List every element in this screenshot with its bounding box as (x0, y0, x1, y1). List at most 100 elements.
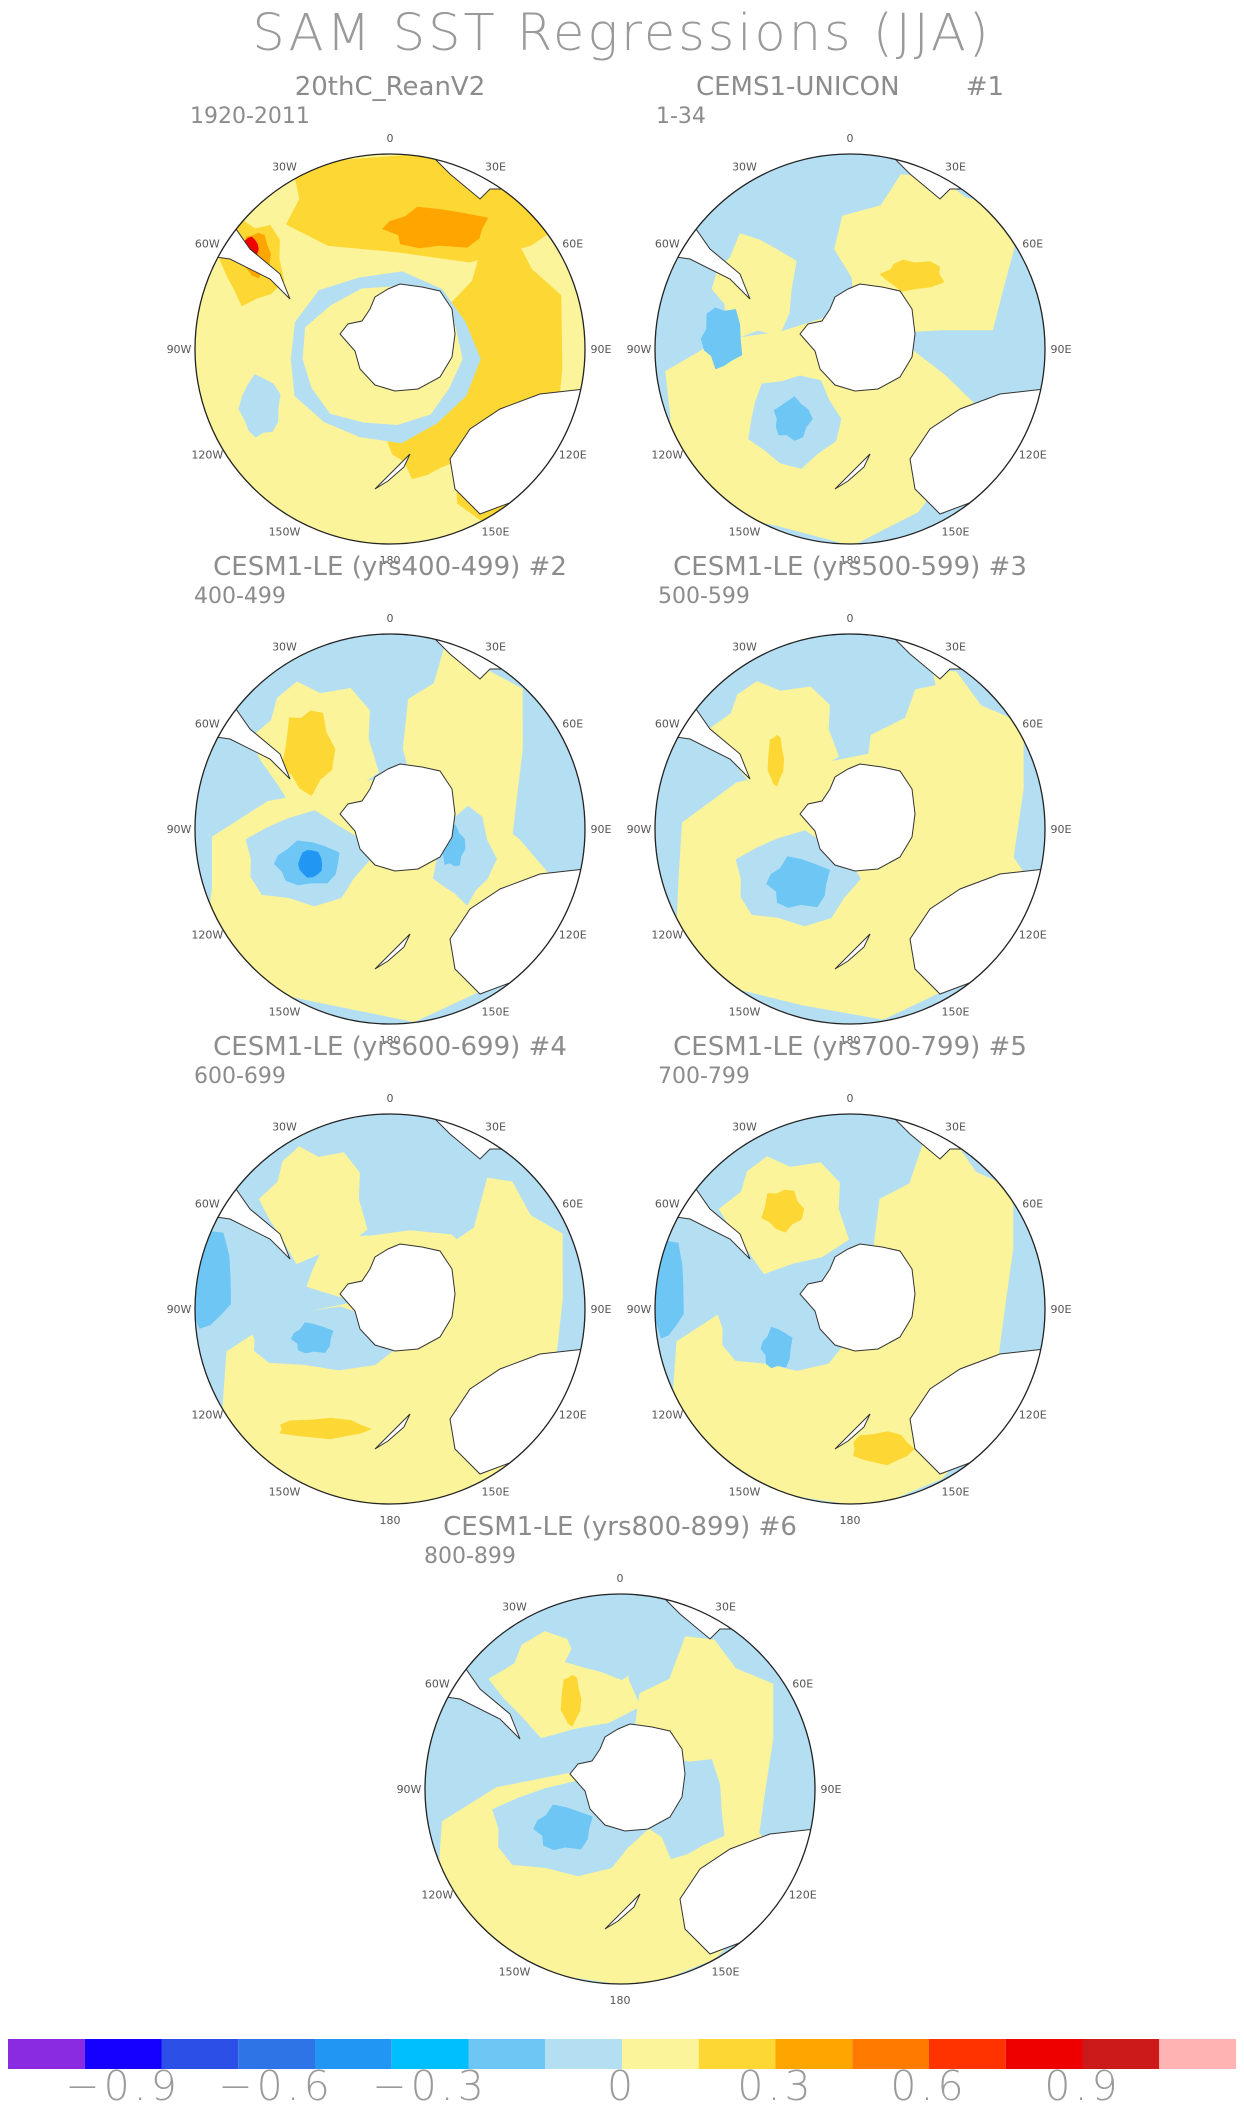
longitude-label: 180 (380, 1034, 401, 1047)
longitude-label: 120E (559, 929, 587, 942)
sst-anomaly-region (279, 1417, 372, 1440)
sst-anomaly-region (290, 1322, 334, 1354)
longitude-label: 30E (715, 1600, 736, 1613)
sst-anomaly-region (879, 259, 945, 292)
longitude-label: 90E (591, 343, 612, 356)
longitude-label: 180 (840, 554, 861, 567)
colorbar-swatch (775, 2039, 853, 2069)
longitude-label: 60E (792, 1678, 813, 1691)
panel-period: 700-799 (658, 1064, 750, 1089)
colorbar-swatch (929, 2039, 1006, 2069)
colorbar-swatch (545, 2039, 622, 2069)
map-boundary (654, 153, 1046, 545)
longitude-label: 90W (167, 823, 192, 836)
figure-title: SAM SST Regressions (JJA) (252, 4, 992, 63)
longitude-label: 0 (847, 132, 854, 145)
colorbar-swatch (391, 2039, 469, 2069)
longitude-label: 30E (945, 640, 966, 653)
longitude-label: 150W (729, 1006, 761, 1019)
panel-period: 1920-2011 (190, 104, 310, 129)
colorbar (8, 2039, 1236, 2069)
sst-anomaly-region (238, 374, 281, 438)
map-boundary (194, 153, 586, 545)
longitude-label: 0 (387, 1092, 394, 1105)
longitude-label: 150E (482, 1486, 510, 1499)
map-boundary (194, 1113, 586, 1505)
map-boundary (194, 633, 586, 1025)
colorbar-swatch (161, 2039, 239, 2069)
longitude-label: 180 (380, 554, 401, 567)
longitude-label: 150E (942, 1486, 970, 1499)
sst-anomaly-region (560, 1674, 582, 1727)
longitude-label: 120E (559, 1409, 587, 1422)
sst-anomaly-region (863, 667, 1024, 926)
colorbar-swatch (468, 2039, 546, 2069)
map-panel-20thc-reanv2: 0 30E 60E 90E 120E 150E 180 150W 120W 90W 60W 30W 2… (110, 72, 670, 567)
panel-period: 800-899 (424, 1544, 516, 1569)
sst-anomaly-region (766, 856, 830, 908)
map-panel-cesm1-le-6: 0 30E 60E 90E 120E 150E 180 150W 120W 90W 60W 30W C… (340, 1512, 900, 2007)
longitude-label: 90E (591, 1303, 612, 1316)
longitude-label: 150E (942, 1006, 970, 1019)
longitude-label: 180 (610, 1994, 631, 2007)
sst-anomaly-region (382, 206, 489, 249)
longitude-label: 60E (562, 1198, 583, 1211)
panel-period: 500-599 (658, 584, 750, 609)
longitude-label: 120E (1019, 449, 1047, 462)
longitude-label: 90W (627, 343, 652, 356)
panel-period: 400-499 (194, 584, 286, 609)
colorbar-swatch (1082, 2039, 1160, 2069)
colorbar-swatch (1159, 2039, 1236, 2069)
sst-anomaly-region (195, 1227, 231, 1329)
longitude-label: 30W (272, 1120, 297, 1133)
land-new-zealand (604, 1893, 641, 1930)
longitude-label: 30E (945, 160, 966, 173)
map-panel-cems1-unicon: 0 30E 60E 90E 120E 150E 180 150W 120W 90W 60W 30W C… (570, 72, 1130, 567)
longitude-label: 120E (1019, 1409, 1047, 1422)
land-antarctica (799, 1243, 916, 1352)
longitude-label: 120E (559, 449, 587, 462)
colorbar-swatch (1005, 2039, 1083, 2069)
colorbar-tick-label: 0.6 (890, 2062, 968, 2110)
map-boundary (654, 633, 1046, 1025)
longitude-label: 90W (397, 1783, 422, 1796)
longitude-label: 120E (789, 1889, 817, 1902)
colorbar-swatch (315, 2039, 392, 2069)
sst-anomaly-region (853, 1431, 915, 1466)
map-panel-cesm1-le-5: 0 30E 60E 90E 120E 150E 180 150W 120W 90W 60W 30W C… (570, 1032, 1130, 1527)
longitude-label: 30E (485, 1120, 506, 1133)
colorbar-tick-label: −0.6 (218, 2062, 334, 2110)
longitude-label: 120W (421, 1889, 453, 1902)
polar-map: 0 30E 60E 90E 120E 150E 180 150W 120W 90W 60W 30W (167, 1092, 612, 1527)
panel-title: CESM1-LE (yrs400-499) #2 (213, 552, 567, 582)
longitude-label: 0 (617, 1572, 624, 1585)
sst-anomaly-region (281, 710, 336, 797)
longitude-label: 30E (945, 1120, 966, 1133)
colorbar-tick-label: −0.3 (372, 2062, 488, 2110)
colorbar-swatch (698, 2039, 776, 2069)
polar-map: 0 30E 60E 90E 120E 150E 180 150W 120W 90W 60W 30W (397, 1572, 842, 2007)
longitude-label: 180 (380, 1514, 401, 1527)
polar-map: 0 30E 60E 90E 120E 150E 180 150W 120W 90W 60W 30W (627, 132, 1072, 567)
longitude-label: 30W (502, 1600, 527, 1613)
colorbar-tick-labels: −0.9 −0.6 −0.3 0 0.3 0.6 0.9 (8, 2062, 1236, 2112)
longitude-label: 120W (651, 449, 683, 462)
longitude-label: 90E (591, 823, 612, 836)
longitude-label: 150W (499, 1966, 531, 1979)
panel-title: CESM1-LE (yrs600-699) #4 (213, 1032, 567, 1062)
longitude-label: 30W (732, 1120, 757, 1133)
longitude-label: 150E (942, 526, 970, 539)
longitude-label: 0 (387, 612, 394, 625)
land-new-zealand (374, 933, 411, 970)
land-antarctica (569, 1723, 686, 1832)
longitude-label: 60W (425, 1678, 450, 1691)
colorbar-tick-label: 0 (606, 2062, 638, 2110)
longitude-label: 60W (655, 718, 680, 731)
longitude-label: 150E (482, 1006, 510, 1019)
sst-anomaly-region (760, 1326, 793, 1369)
land-antarctica (799, 283, 916, 392)
panel-title: 20thC_ReanV2 (294, 72, 486, 102)
longitude-label: 120W (191, 929, 223, 942)
sst-anomaly-region (298, 850, 323, 878)
panel-title: CESM1-LE (yrs800-899) #6 (443, 1512, 797, 1542)
